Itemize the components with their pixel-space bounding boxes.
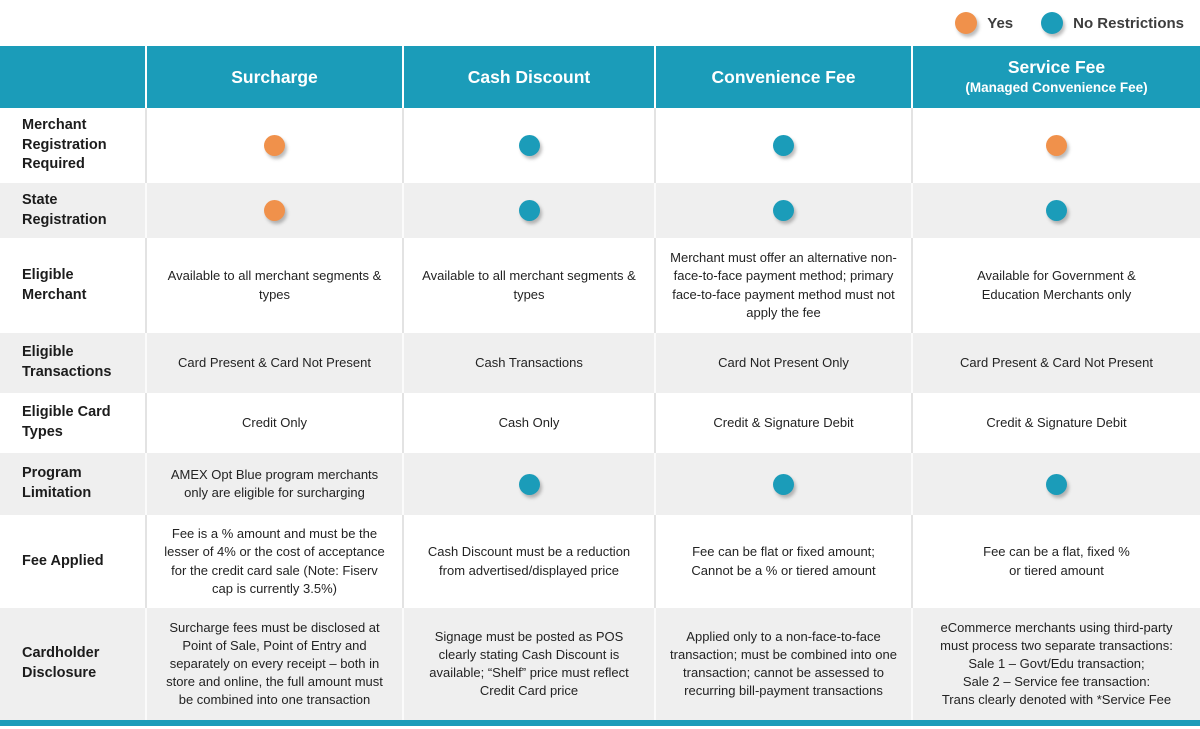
- text-cell: Cash Discount must be a reduction from a…: [402, 515, 654, 608]
- text-cell: Fee is a % amount and must be the lesser…: [145, 515, 402, 608]
- status-cell: [911, 183, 1200, 238]
- text-cell: Cash Only: [402, 393, 654, 453]
- no-restrictions-dot-icon: [773, 135, 794, 156]
- text-cell: Surcharge fees must be disclosed at Poin…: [145, 608, 402, 720]
- row-label: Eligible Card Types: [22, 404, 111, 440]
- header-subtitle: (Managed Convenience Fee): [965, 80, 1148, 96]
- text-cell: Fee can be a flat, fixed % or tiered amo…: [911, 515, 1200, 608]
- status-cell: [911, 453, 1200, 515]
- yes-dot-icon: [1046, 135, 1067, 156]
- row-label: Cardholder Disclosure: [22, 645, 100, 681]
- text-cell: Card Not Present Only: [654, 333, 911, 393]
- bottom-accent-bar: [0, 720, 1200, 726]
- text-cell: Applied only to a non-face-to-face trans…: [654, 608, 911, 720]
- row-label: Program Limitation: [22, 465, 92, 501]
- header-title: Surcharge: [231, 66, 318, 87]
- status-cell: [145, 108, 402, 183]
- table-row: Eligible Transactions Card Present & Card…: [0, 333, 1200, 393]
- no-restrictions-dot-icon: [773, 473, 794, 495]
- header-cell: Surcharge: [145, 46, 402, 108]
- text-cell: eCommerce merchants using third-party mu…: [911, 608, 1200, 720]
- row-label: Eligible Transactions: [22, 344, 112, 380]
- row-label: Eligible Merchant: [22, 266, 87, 303]
- table-row: Eligible Card Types Credit Only Cash Only C…: [0, 393, 1200, 453]
- comparison-table: Surcharge Cash Discount Convenience Fee Ser…: [0, 46, 1200, 720]
- no-restrictions-dot-icon: [518, 473, 540, 495]
- table-row: Merchant Registration Required: [0, 108, 1200, 183]
- header-title: Convenience Fee: [711, 66, 856, 87]
- yes-dot-icon: [264, 200, 285, 221]
- legend-label-no-restrictions: No Restrictions: [1073, 14, 1184, 32]
- table-row: Fee Applied Fee is a % amount and must be…: [0, 515, 1200, 608]
- text-cell: Available for Government & Education Mer…: [911, 238, 1200, 333]
- legend-item-yes: Yes: [955, 12, 1013, 34]
- header-cell: Service Fee (Managed Convenience Fee): [911, 46, 1200, 108]
- status-cell: [654, 183, 911, 238]
- no-restrictions-dot-icon: [518, 135, 540, 156]
- table-row: State Registration: [0, 183, 1200, 238]
- status-cell: [911, 108, 1200, 183]
- text-cell: Credit Only: [145, 393, 402, 453]
- header-cell: Cash Discount: [402, 46, 654, 108]
- table-body: Merchant Registration Required State Regi…: [0, 108, 1200, 720]
- no-restrictions-dot-icon: [518, 200, 540, 221]
- no-restrictions-dot-icon: [1046, 200, 1067, 221]
- status-cell: [402, 183, 654, 238]
- table-row: Program Limitation AMEX Opt Blue program …: [0, 453, 1200, 515]
- text-cell: Fee can be flat or fixed amount; Cannot …: [654, 515, 911, 608]
- text-cell: Merchant must offer an alternative non-f…: [654, 238, 911, 333]
- status-cell: [145, 183, 402, 238]
- text-cell: Card Present & Card Not Present: [145, 333, 402, 393]
- text-cell: Credit & Signature Debit: [911, 393, 1200, 453]
- row-label: Fee Applied: [22, 552, 104, 569]
- text-cell: Signage must be posted as POS clearly st…: [402, 608, 654, 720]
- text-cell: Credit & Signature Debit: [654, 393, 911, 453]
- text-cell: Card Present & Card Not Present: [911, 333, 1200, 393]
- no-restrictions-dot-icon: [1041, 12, 1064, 34]
- yes-dot-icon: [955, 12, 978, 34]
- text-cell: Available to all merchant segments & typ…: [145, 238, 402, 333]
- legend: Yes No Restrictions: [0, 0, 1200, 46]
- row-label: Merchant Registration Required: [22, 117, 107, 173]
- table-row: Eligible Merchant Available to all mercha…: [0, 238, 1200, 333]
- legend-item-no-restrictions: No Restrictions: [1041, 12, 1184, 34]
- text-cell: AMEX Opt Blue program merchants only are…: [145, 453, 402, 515]
- legend-label-yes: Yes: [987, 14, 1014, 32]
- status-cell: [402, 108, 654, 183]
- yes-dot-icon: [264, 135, 285, 156]
- no-restrictions-dot-icon: [1046, 473, 1067, 495]
- row-label: State Registration: [22, 191, 107, 228]
- header-title: Service Fee: [1007, 57, 1106, 78]
- text-cell: Cash Transactions: [402, 333, 654, 393]
- table-row: Cardholder Disclosure Surcharge fees must…: [0, 608, 1200, 720]
- header-cell: Convenience Fee: [654, 46, 911, 108]
- status-cell: [402, 453, 654, 515]
- table-header-row: Surcharge Cash Discount Convenience Fee Ser…: [0, 46, 1200, 108]
- header-title: Cash Discount: [467, 66, 591, 87]
- header-cell-empty: [0, 46, 145, 108]
- no-restrictions-dot-icon: [773, 200, 794, 221]
- status-cell: [654, 453, 911, 515]
- text-cell: Available to all merchant segments & typ…: [402, 238, 654, 333]
- status-cell: [654, 108, 911, 183]
